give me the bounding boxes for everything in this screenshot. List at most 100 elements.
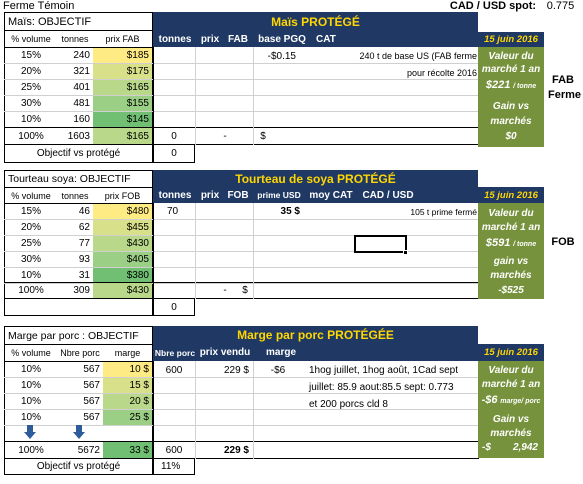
soya-note: 105 t prime fermé bbox=[410, 206, 477, 217]
porc-market-card bbox=[478, 344, 544, 458]
mais-gain-line1: Gain vs bbox=[478, 100, 544, 112]
porc-total-count: 5672 bbox=[77, 444, 100, 456]
porc-note-1: 1hog juillet, 1hog août, 1Cad sept bbox=[309, 364, 458, 376]
mais-basis-value: -$0.15 bbox=[267, 50, 296, 62]
mais-gain-value: $0 bbox=[478, 130, 544, 143]
porc-row-volume: 10% bbox=[20, 412, 41, 423]
mais-row-qty: 160 bbox=[73, 114, 90, 125]
soya-row1-prime: 35 $ bbox=[280, 206, 300, 217]
porc-row-volume: 10% bbox=[20, 396, 41, 407]
porc-row1-margin: -$6 bbox=[270, 364, 286, 376]
mais-value-line2: marché 1 an bbox=[478, 63, 544, 75]
soya-objective-value: 0 bbox=[171, 301, 177, 313]
soya-gain-line2: marchés bbox=[478, 269, 544, 281]
porc-gain-line2: marchés bbox=[478, 427, 544, 439]
porc-market-value: -$6 bbox=[481, 394, 498, 406]
mais-row-volume: 20% bbox=[20, 66, 41, 77]
soya-protected-total-dollar: $ bbox=[242, 285, 248, 296]
soya-gain-value: -$525 bbox=[478, 284, 544, 297]
porc-row-volume: 10% bbox=[20, 380, 41, 391]
mais-title: Maïs: OBJECTIF bbox=[8, 15, 92, 28]
mais-row-price: $165 bbox=[93, 80, 152, 95]
soya-title: Tourteau soya: OBJECTIF bbox=[8, 173, 131, 185]
porc-ph-price: prix vendu bbox=[197, 344, 253, 361]
soya-market-value: $591 bbox=[485, 237, 511, 249]
soya-h-volume: % volume bbox=[11, 190, 51, 201]
porc-gain-value: 2,942 bbox=[512, 442, 538, 453]
selected-cell[interactable] bbox=[354, 235, 407, 253]
mais-ph-prix: prix bbox=[197, 32, 223, 47]
porc-row-price: 10 $ bbox=[103, 362, 152, 377]
soya-gain-line1: gain vs bbox=[478, 255, 544, 267]
farm-name: Ferme Témoin bbox=[3, 0, 75, 12]
mais-row-qty: 401 bbox=[73, 82, 90, 93]
soya-row-qty: 77 bbox=[78, 238, 90, 249]
mais-value-line1: Valeur du bbox=[478, 50, 544, 62]
porc-protected-title: Marge par porc PROTÉGÉE bbox=[153, 326, 478, 344]
soya-row-qty: 46 bbox=[78, 206, 90, 217]
mais-gain-line2: marchés bbox=[478, 115, 544, 127]
mais-total-price: $165 bbox=[93, 128, 152, 144]
porc-row1-price: 229 $ bbox=[223, 364, 249, 376]
soya-side-fob: FOB bbox=[551, 236, 575, 248]
soya-row-price: $405 bbox=[93, 252, 152, 267]
soya-ph-fob: FOB bbox=[223, 187, 253, 203]
soya-row-qty: 31 bbox=[78, 270, 90, 281]
mais-side-fab: FAB bbox=[552, 74, 574, 86]
porc-value-line1: Valeur du bbox=[478, 364, 544, 376]
mais-row-price: $175 bbox=[93, 64, 152, 79]
porc-market-unit: marge/ porc bbox=[500, 398, 541, 405]
soya-h-price: prix FOB bbox=[104, 190, 141, 201]
mais-protected-total-tonnes: 0 bbox=[171, 130, 177, 142]
porc-total-margin: 33 $ bbox=[103, 442, 152, 458]
mais-ph-tonnes: tonnes bbox=[153, 32, 197, 47]
mais-row-volume: 15% bbox=[20, 50, 41, 61]
mais-market-unit: / tonne bbox=[513, 83, 537, 90]
soya-ph-tonnes: tonnes bbox=[153, 187, 197, 203]
soya-ph-cadusd: CAD / USD bbox=[357, 187, 419, 203]
porc-row-price: 20 $ bbox=[103, 394, 152, 409]
mais-row-price: $155 bbox=[93, 96, 152, 111]
mais-protected-title: Maïs PROTÉGÉ bbox=[153, 12, 478, 32]
soya-row-qty: 62 bbox=[78, 222, 90, 233]
mais-objective-label: Objectif vs protégé bbox=[36, 148, 121, 159]
mais-date: 15 juin 2016 bbox=[478, 32, 544, 47]
mais-row-volume: 25% bbox=[20, 82, 41, 93]
porc-row-qty: 567 bbox=[83, 412, 100, 423]
mais-protected-total-dash: - bbox=[223, 130, 227, 142]
mais-h-volume: % volume bbox=[11, 34, 51, 44]
porc-row-price: 25 $ bbox=[103, 410, 152, 425]
mais-protected-total-dollar: $ bbox=[260, 130, 266, 142]
porc-note-2: juillet: 85.9 aout:85.5 sept: 0.773 bbox=[309, 381, 454, 393]
soya-row-price: $380 bbox=[93, 268, 152, 283]
porc-row-price: 15 $ bbox=[103, 378, 152, 393]
mais-row-qty: 240 bbox=[73, 50, 90, 61]
soya-total-price: $430 bbox=[93, 283, 152, 298]
soya-total-tonnes: 309 bbox=[73, 285, 90, 296]
arrow-down-icon bbox=[73, 425, 85, 439]
mais-row-volume: 10% bbox=[20, 114, 41, 125]
mais-side-ferme: Ferme bbox=[547, 89, 582, 101]
porc-objective-value: 11% bbox=[161, 461, 181, 472]
soya-market-unit: / tonne bbox=[513, 241, 537, 248]
soya-h-tonnes: tonnes bbox=[61, 190, 89, 201]
porc-objective-label: Objectif vs protégé bbox=[36, 461, 121, 472]
soya-row1-tonnes: 70 bbox=[167, 206, 179, 217]
soya-total-volume: 100% bbox=[18, 285, 44, 296]
porc-ph-count: Nbre porc bbox=[153, 344, 197, 361]
porc-total-volume: 100% bbox=[18, 444, 44, 456]
soya-row-volume: 15% bbox=[20, 206, 41, 217]
soya-row-volume: 25% bbox=[20, 238, 41, 249]
porc-protected-total-price: 229 $ bbox=[223, 444, 249, 456]
soya-ph-moycat: moy CAT bbox=[305, 187, 357, 203]
soya-row-volume: 30% bbox=[20, 254, 41, 265]
soya-protected-title: Tourteau de soya PROTÉGÉ bbox=[153, 170, 478, 187]
fx-value: 0.775 bbox=[546, 0, 575, 12]
soya-value-line1: Valeur du bbox=[478, 207, 544, 219]
mais-h-tonnes: tonnes bbox=[61, 34, 89, 44]
porc-row-qty: 567 bbox=[83, 364, 100, 375]
porc-row-qty: 567 bbox=[83, 396, 100, 407]
soya-row-volume: 20% bbox=[20, 222, 41, 233]
porc-gain-line1: Gain vs bbox=[478, 413, 544, 425]
porc-h-margin: marge bbox=[114, 348, 141, 358]
